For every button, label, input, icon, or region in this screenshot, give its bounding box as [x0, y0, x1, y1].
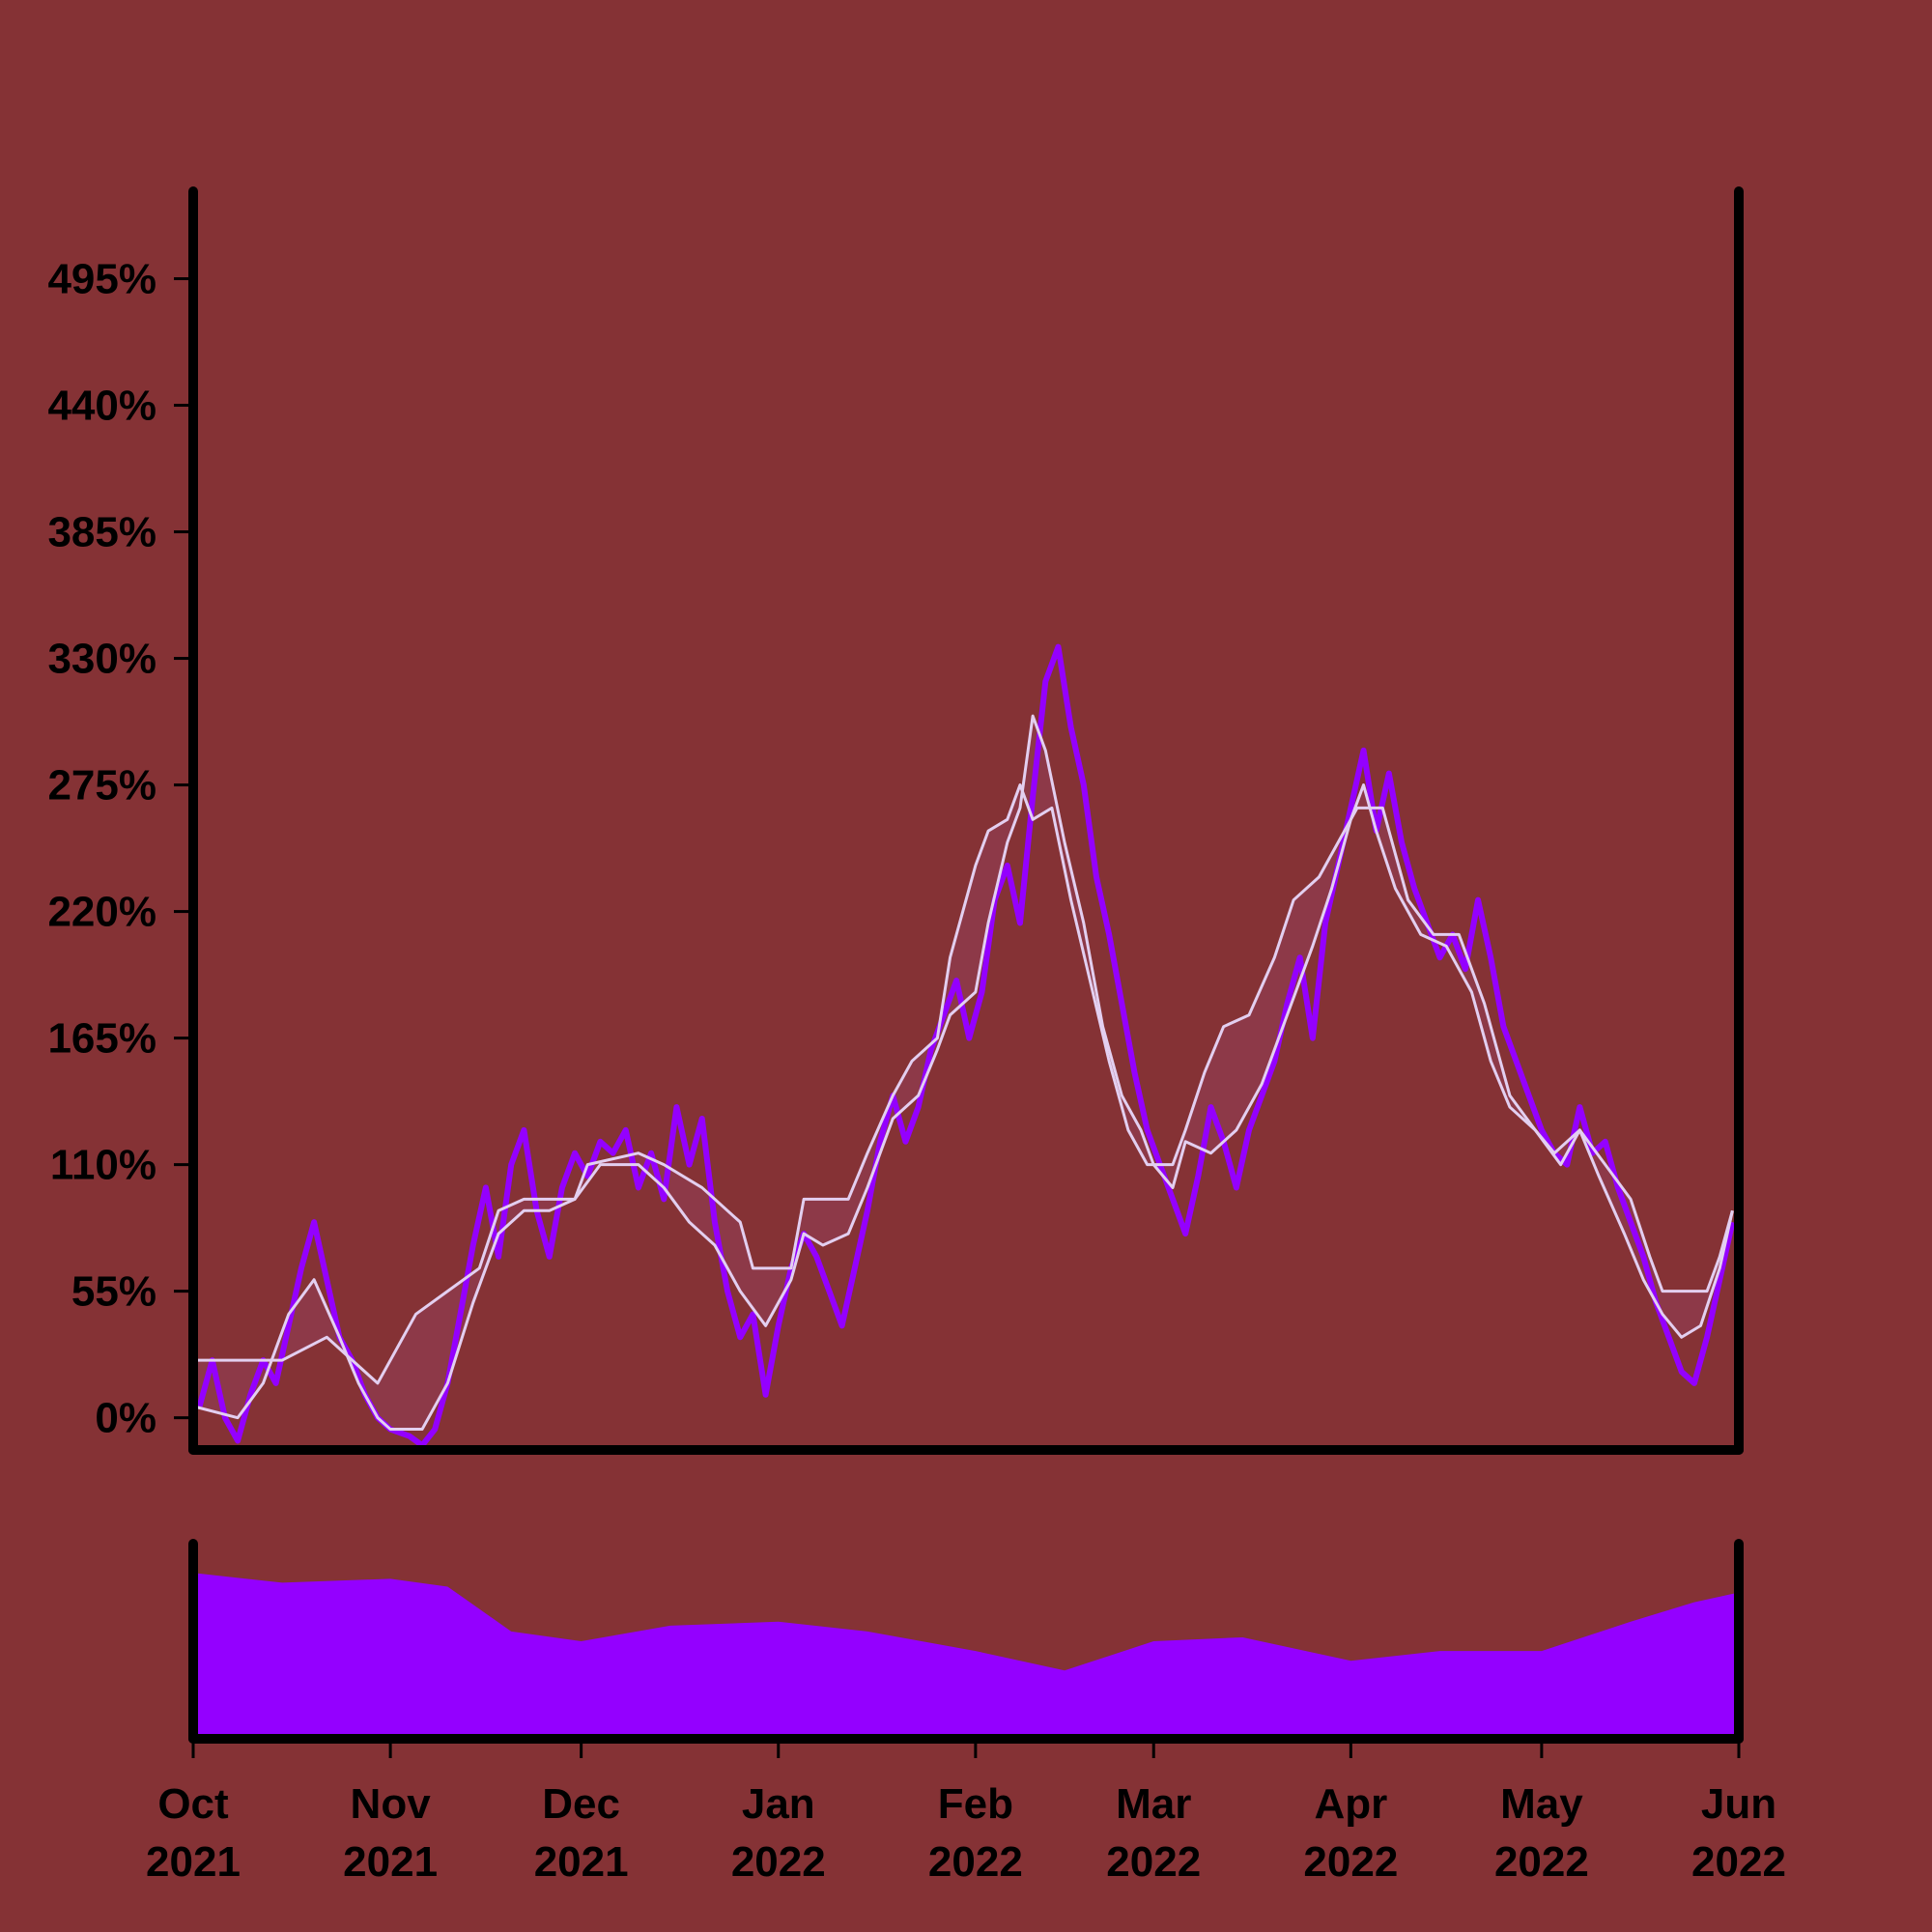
x-tick-label-year: 2021 [534, 1838, 629, 1886]
x-tick-label-year: 2022 [928, 1838, 1023, 1886]
y-tick-label: 275% [47, 762, 156, 810]
y-axis: 0% 55% 110% 165% 220% 275% 330% 385% 440% 495% [47, 256, 189, 1442]
volume-layer [193, 1573, 1739, 1739]
y-tick-label: 165% [47, 1015, 156, 1063]
price-panel: 0% 55% 110% 165% 220% 275% 330% 385% 440% 495% [47, 186, 1744, 1455]
y-tick-label: 440% [47, 383, 156, 430]
x-tick-label-month: Oct [157, 1780, 229, 1828]
x-tick-label-year: 2022 [1691, 1838, 1786, 1886]
x-axis: Oct 2021 Nov 2021 Dec 2021 Jan 2022 Feb 2022 Mar 20… [146, 1743, 1786, 1886]
price-line [196, 643, 1736, 1449]
x-tick-label-month: Jun [1701, 1780, 1776, 1828]
x-tick-label-month: Nov [351, 1780, 432, 1828]
y-tick-label: 0% [95, 1395, 156, 1442]
x-tick-label-month: Apr [1314, 1780, 1387, 1828]
x-tick-label-month: Mar [1116, 1780, 1191, 1828]
x-tick-label-year: 2022 [731, 1838, 826, 1886]
band-upper-line [193, 783, 1734, 1385]
y-tick-label: 385% [47, 509, 156, 556]
price-layer [192, 643, 1736, 1449]
x-tick-label-year: 2022 [1494, 1838, 1589, 1886]
y-tick-label: 495% [47, 256, 156, 303]
x-tick-label-month: Jan [742, 1780, 815, 1828]
volume-area [193, 1573, 1739, 1739]
x-tick-label-month: May [1500, 1780, 1583, 1828]
x-tick-label-year: 2021 [343, 1838, 438, 1886]
x-tick-label-month: Dec [542, 1780, 620, 1828]
volume-panel: Oct 2021 Nov 2021 Dec 2021 Jan 2022 Feb 2022 Mar 20… [146, 1539, 1786, 1886]
y-tick-label: 220% [47, 889, 156, 936]
x-tick-label-month: Feb [938, 1780, 1013, 1828]
x-tick-label-year: 2021 [146, 1838, 241, 1886]
x-tick-label-year: 2022 [1106, 1838, 1201, 1886]
y-tick-label: 110% [50, 1142, 156, 1189]
y-tick-label: 55% [71, 1268, 156, 1316]
band-lower-line [192, 714, 1734, 1432]
y-tick-label: 330% [47, 636, 156, 683]
x-tick-label-year: 2022 [1303, 1838, 1398, 1886]
